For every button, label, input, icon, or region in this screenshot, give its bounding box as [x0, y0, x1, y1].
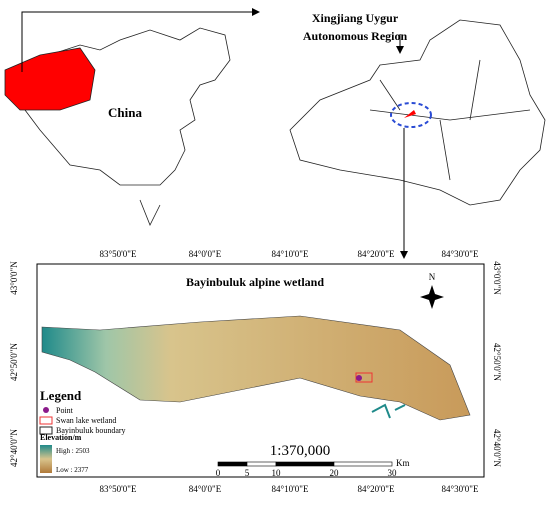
legend-item: Bayinbuluk boundary	[56, 426, 126, 435]
legend-symbol	[39, 416, 53, 425]
china-map: China	[4, 8, 260, 226]
legend-elevation-title: Elevation/m	[40, 433, 82, 442]
legend-high: High : 2503	[56, 447, 90, 455]
lon-label: 84°30'0"E	[442, 249, 479, 259]
scale-tick-label: 30	[388, 468, 398, 478]
lon-label: 84°0'0"E	[189, 249, 222, 259]
legend-low: Low : 2377	[56, 466, 89, 474]
scale-segment	[217, 461, 248, 467]
scale-unit: Km	[396, 458, 410, 468]
lon-label: 84°10'0"E	[272, 249, 309, 259]
lon-label: 84°30'0"E	[442, 484, 479, 494]
scale-tick-label: 5	[245, 468, 250, 478]
scale-segment	[246, 461, 277, 467]
main-map: Bayinbuluk alpine wetland N 1:370,000 0 5…	[9, 249, 502, 494]
lon-label: 84°20'0"E	[358, 484, 395, 494]
lon-label: 83°50'0"E	[100, 249, 137, 259]
region-label: Xingjiang Uygur	[312, 11, 399, 25]
legend-symbol	[39, 426, 53, 435]
legend-item: Point	[56, 406, 74, 415]
legend-symbol	[43, 407, 49, 413]
legend: Legend Elevation/m High : 2503 Low : 237…	[39, 388, 126, 474]
lat-label: 43°0'0"N	[492, 261, 502, 295]
coordinates: 83°50'0"E 84°0'0"E 84°10'0"E 84°20'0"E 84°30…	[9, 249, 502, 494]
region-label: Autonomous Region	[303, 29, 408, 43]
lat-label: 42°50'0"N	[9, 343, 19, 381]
north-label: N	[429, 272, 436, 282]
lon-label: 84°0'0"E	[189, 484, 222, 494]
legend-title: Legend	[40, 388, 82, 403]
scale-tick-label: 0	[216, 468, 221, 478]
lon-label: 84°20'0"E	[358, 249, 395, 259]
lat-label: 42°40'0"N	[492, 429, 502, 467]
lat-label: 42°50'0"N	[492, 343, 502, 381]
scale-tick-label: 10	[272, 468, 282, 478]
lat-label: 42°40'0"N	[9, 429, 19, 467]
north-arrow: N	[420, 272, 444, 309]
lon-label: 84°10'0"E	[272, 484, 309, 494]
scale-tick-label: 20	[330, 468, 340, 478]
lon-label: 83°50'0"E	[100, 484, 137, 494]
scale-segment	[333, 461, 393, 467]
xinjiang-map: Xingjiang Uygur Autonomous Region	[289, 11, 546, 259]
legend-item: Swan lake wetland	[56, 416, 116, 425]
map-title: Bayinbuluk alpine wetland	[186, 275, 324, 289]
scale-ratio: 1:370,000	[270, 443, 330, 459]
lat-label: 43°0'0"N	[9, 261, 19, 295]
china-label: China	[108, 105, 142, 120]
scale-segment	[275, 461, 335, 467]
